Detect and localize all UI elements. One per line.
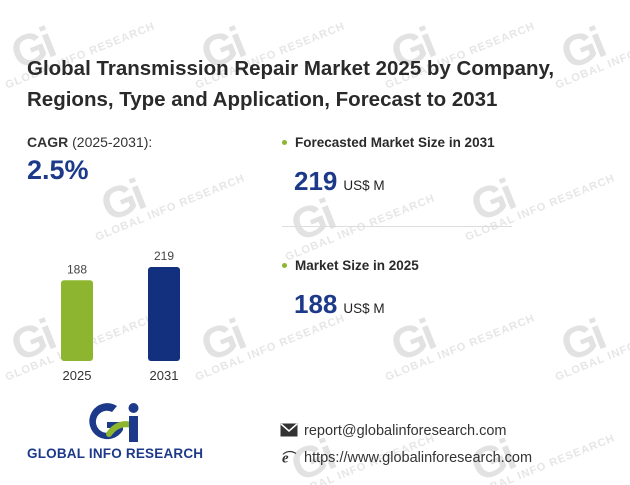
bar-2031 — [148, 267, 180, 361]
kpi-forecast-2031: Forecasted Market Size in 2031 219 US$ M — [282, 135, 495, 197]
gi-logo-icon — [89, 403, 139, 442]
cagr-label-period: (2025-2031): — [68, 134, 153, 150]
kpi-label-text: Market Size in 2025 — [295, 258, 419, 273]
page-title: Global Transmission Repair Market 2025 b… — [27, 57, 555, 111]
brand-logo: GLOBAL INFO RESEARCH — [27, 400, 212, 465]
bullet-dot-icon — [282, 263, 287, 268]
x-tick-label: 2025 — [63, 368, 92, 383]
kpi-label: Market Size in 2025 — [282, 258, 419, 273]
bar-value-label: 188 — [67, 262, 87, 276]
kpi-value: 219 — [294, 166, 338, 196]
kpi-unit: US$ M — [343, 301, 385, 316]
bar-2025 — [61, 280, 93, 361]
kpi-value: 188 — [294, 289, 338, 319]
bar-value-label: 219 — [154, 249, 174, 263]
market-size-bar-chart: 188 2025 219 2031 — [30, 240, 230, 390]
envelope-icon — [280, 423, 298, 437]
x-tick-label: 2031 — [150, 368, 179, 383]
browser-e-icon: e — [282, 450, 297, 464]
cagr-label-bold: CAGR — [27, 134, 69, 150]
brand-name: GLOBAL INFO RESEARCH — [27, 446, 204, 461]
svg-text:e: e — [282, 450, 289, 464]
kpi-size-2025: Market Size in 2025 188 US$ M — [282, 258, 419, 320]
divider — [282, 226, 512, 227]
contact-website[interactable]: e https://www.globalinforesearch.com — [280, 450, 532, 466]
kpi-label: Forecasted Market Size in 2031 — [282, 135, 495, 150]
cagr-label: CAGR (2025-2031): — [27, 134, 152, 150]
email-link[interactable]: report@globalinforesearch.com — [304, 423, 507, 439]
bar-chart-svg: 188 2025 219 2031 — [61, 249, 180, 383]
bullet-dot-icon — [282, 140, 287, 145]
website-link[interactable]: https://www.globalinforesearch.com — [304, 450, 533, 466]
kpi-unit: US$ M — [343, 178, 385, 193]
contact-email[interactable]: report@globalinforesearch.com — [280, 423, 507, 439]
cagr-value: 2.5% — [27, 155, 89, 185]
kpi-label-text: Forecasted Market Size in 2031 — [295, 135, 495, 150]
